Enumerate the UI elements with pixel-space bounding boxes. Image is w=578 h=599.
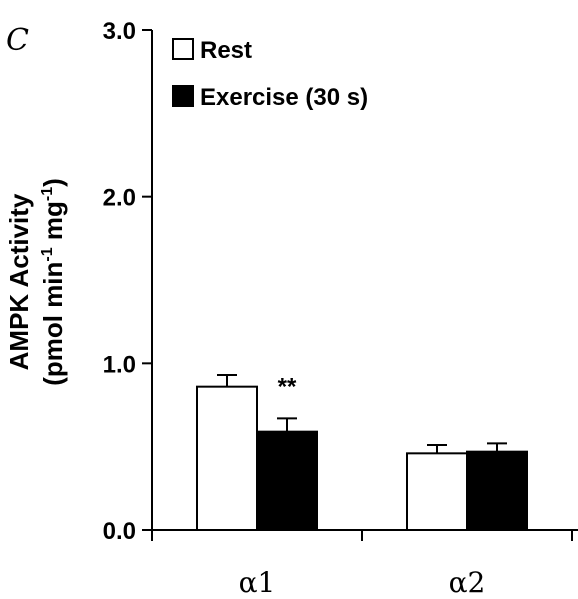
y-tick-label-3: 3.0	[103, 18, 136, 45]
y-tick-label-1: 1.0	[103, 351, 136, 378]
y-tick-label-0: 0.0	[103, 518, 136, 545]
legend-swatch-1	[172, 85, 194, 107]
significance-annotation-0: **	[278, 373, 297, 400]
panel-label: C	[6, 23, 29, 58]
legend-label-1: Exercise (30 s)	[200, 84, 368, 111]
bar-0-0	[196, 385, 258, 531]
x-category-label-1: α2	[449, 566, 486, 599]
bar-1-1	[466, 450, 528, 531]
y-tick-label-2: 2.0	[103, 185, 136, 212]
legend: Rest Exercise (30 s)	[172, 37, 368, 111]
y-axis-title-line1: AMPK Activity	[4, 193, 34, 370]
legend-swatch-0	[172, 38, 194, 60]
bar-1-0	[256, 430, 318, 531]
y-axis-title-line2: (pmol min-1 mg-1)	[38, 178, 68, 386]
legend-label-0: Rest	[200, 37, 252, 64]
bars: α1 α2 **	[196, 373, 528, 599]
x-category-label-0: α1	[239, 566, 276, 599]
bar-0-1	[406, 452, 468, 532]
